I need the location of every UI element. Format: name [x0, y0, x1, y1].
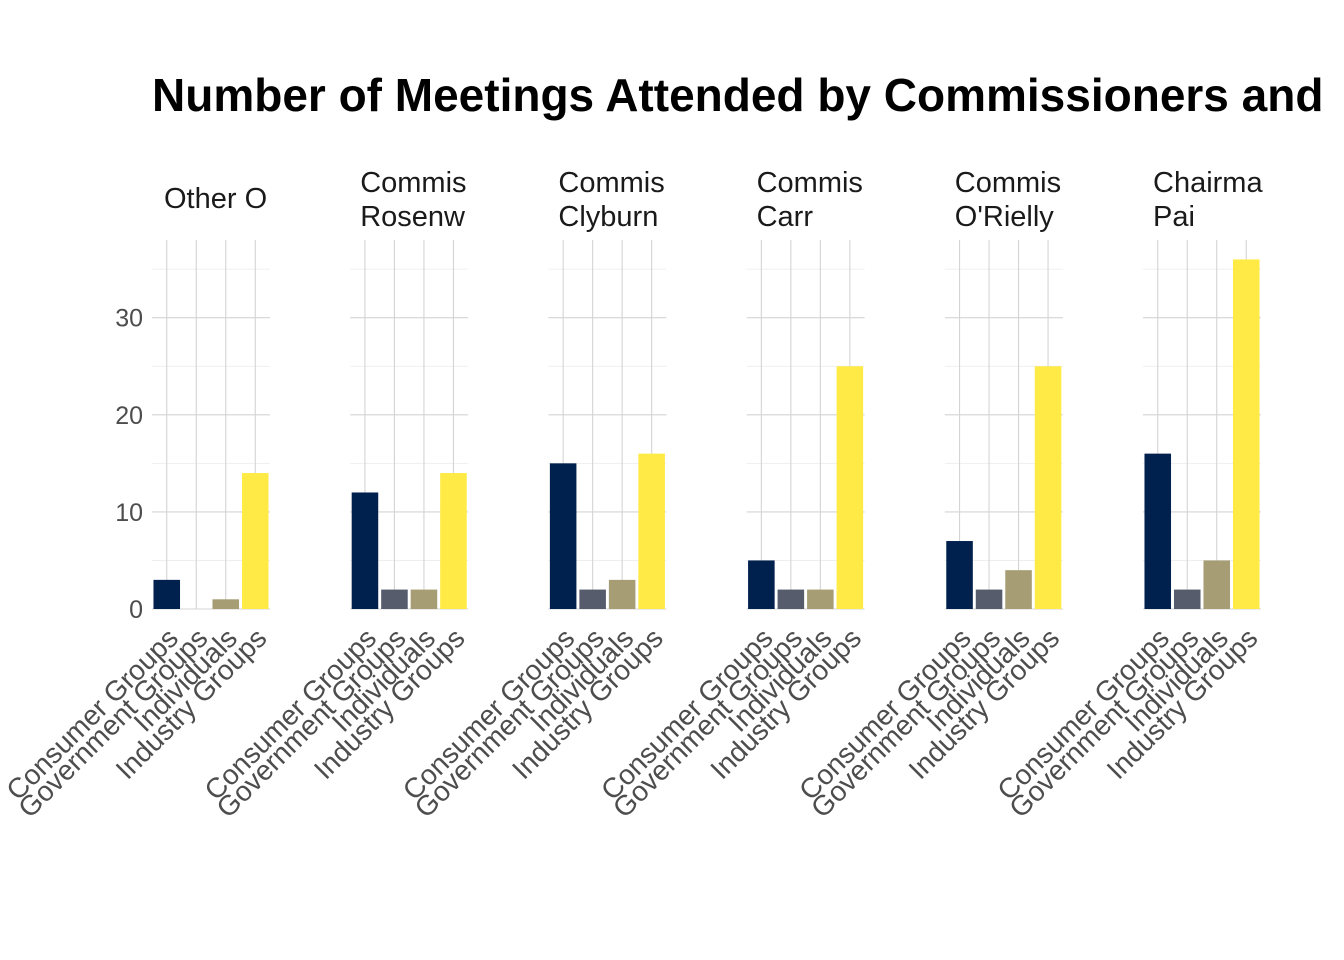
facet-strip-label: Commis Rosenw: [360, 167, 466, 233]
facet-strip-label: Other O: [164, 183, 267, 215]
chart-title: Number of Meetings Attended by Commissio…: [152, 69, 1324, 121]
bar: [381, 589, 408, 609]
facet-strip-label: Commis Carr: [757, 167, 863, 233]
bar: [440, 473, 467, 609]
y-tick-label: 20: [115, 402, 143, 430]
bar: [153, 579, 181, 609]
bar: [579, 589, 606, 609]
bar: [777, 589, 805, 609]
y-tick-label: 0: [129, 596, 143, 624]
facet-strip-label: Chairma Pai: [1153, 167, 1263, 233]
bar: [1034, 366, 1062, 609]
bar: [807, 589, 834, 609]
bar: [1203, 560, 1231, 609]
bar: [1232, 259, 1260, 609]
bar: [1005, 570, 1032, 609]
y-tick-label: 10: [115, 499, 143, 527]
y-tick-label: 30: [115, 305, 143, 333]
bar: [836, 366, 864, 609]
facet-strip-label: Commis O'Rielly: [955, 167, 1061, 233]
bar: [241, 473, 269, 609]
bar: [1173, 589, 1201, 609]
bar: [608, 579, 636, 609]
bar: [975, 589, 1003, 609]
bar: [549, 463, 577, 609]
bar: [748, 560, 775, 609]
bar: [212, 599, 240, 609]
bar: [638, 453, 665, 609]
bar: [410, 589, 438, 609]
bar: [946, 541, 973, 609]
bar: [351, 492, 379, 609]
facet-strip-label: Commis Clyburn: [558, 167, 664, 233]
bar: [1144, 453, 1172, 609]
